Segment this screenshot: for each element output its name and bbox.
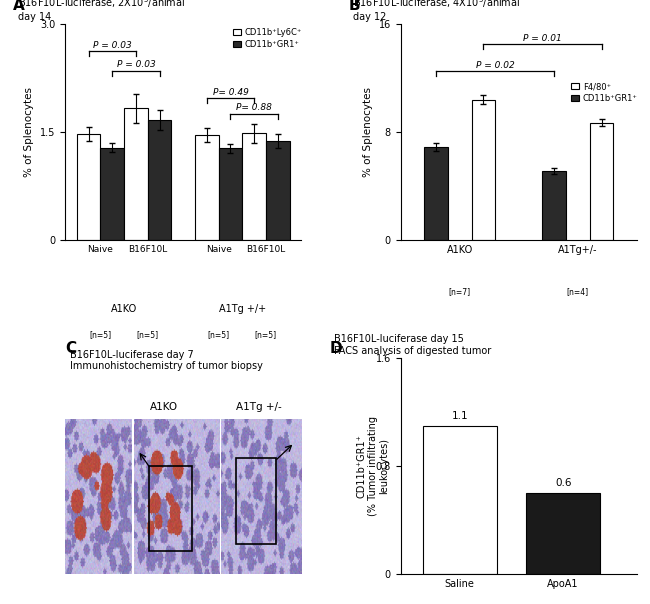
Bar (590, 123, 614, 240)
Text: D: D (330, 341, 343, 356)
Text: B16F10L-luciferase day 7
Immunohistochemistry of tumor biopsy: B16F10L-luciferase day 7 Immunohistochem… (70, 350, 263, 371)
Bar (124, 108, 148, 240)
Text: A1KO: A1KO (150, 402, 178, 412)
Bar (266, 141, 289, 240)
Bar (148, 120, 172, 240)
Text: P= 0.88: P= 0.88 (236, 103, 272, 112)
Bar (526, 493, 600, 574)
Text: A: A (13, 0, 25, 13)
Text: P = 0.02: P = 0.02 (476, 61, 515, 70)
Text: P = 0.01: P = 0.01 (523, 34, 562, 43)
Bar (77, 134, 101, 240)
Text: C: C (65, 341, 76, 356)
Text: P = 0.03: P = 0.03 (93, 41, 132, 50)
Text: 0.6: 0.6 (555, 478, 571, 488)
Text: [n=4]: [n=4] (567, 287, 589, 296)
Bar (101, 148, 124, 240)
Legend: F4/80⁺, CD11b⁺GR1⁺: F4/80⁺, CD11b⁺GR1⁺ (571, 82, 638, 103)
Bar (218, 149, 242, 240)
Text: P= 0.49: P= 0.49 (213, 88, 248, 97)
Text: B16F10L-luciferase, 2X10$^5$/animal
day 14: B16F10L-luciferase, 2X10$^5$/animal day … (18, 0, 185, 22)
Text: [n=5]: [n=5] (90, 330, 112, 339)
Text: A1Tg +/+: A1Tg +/+ (218, 304, 266, 314)
Text: [n=5]: [n=5] (207, 330, 229, 339)
Bar (195, 135, 218, 240)
Text: A1Tg +/-: A1Tg +/- (236, 402, 281, 412)
Bar (424, 147, 448, 240)
Text: GR1⁺: GR1⁺ (68, 490, 93, 500)
Text: [n=5]: [n=5] (255, 330, 277, 339)
Legend: CD11b⁺Ly6C⁺, CD11b⁺GR1⁺: CD11b⁺Ly6C⁺, CD11b⁺GR1⁺ (233, 28, 302, 49)
Bar (422, 426, 497, 574)
Text: B: B (348, 0, 360, 13)
Text: [n=5]: [n=5] (136, 330, 159, 339)
Bar (543, 171, 566, 240)
Text: B16F10L-luciferase, 4X10$^5$/animal
day 12: B16F10L-luciferase, 4X10$^5$/animal day … (354, 0, 521, 22)
Y-axis label: % of Splenocytes: % of Splenocytes (24, 87, 34, 177)
Y-axis label: CD11b⁺GR1⁺
(% Tumor infiltrating
leukocytes): CD11b⁺GR1⁺ (% Tumor infiltrating leukocy… (356, 416, 389, 516)
Text: A1KO: A1KO (111, 304, 137, 314)
Y-axis label: % of Splenocytes: % of Splenocytes (363, 87, 373, 177)
Bar (471, 100, 495, 240)
Text: B16F10L-luciferase day 15
FACS analysis of digested tumor: B16F10L-luciferase day 15 FACS analysis … (335, 335, 491, 356)
Text: 1.1: 1.1 (451, 411, 468, 421)
Text: [n=7]: [n=7] (448, 287, 471, 296)
Text: P = 0.03: P = 0.03 (116, 60, 155, 69)
Bar (242, 133, 266, 240)
